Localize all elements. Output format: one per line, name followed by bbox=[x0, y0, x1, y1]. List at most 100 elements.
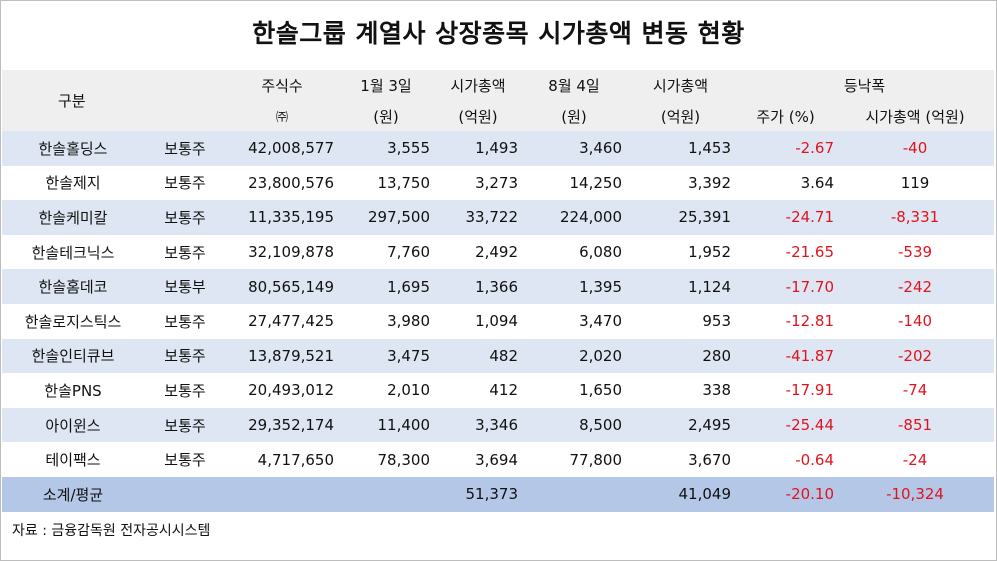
header-shares-unit: ㈜ bbox=[226, 101, 339, 131]
cell-cap-change: -74 bbox=[836, 373, 995, 408]
cell-jan3-cap: 1,493 bbox=[434, 131, 523, 166]
cell-jan3-cap: 1,094 bbox=[434, 303, 523, 339]
total-label: 소계/평균 bbox=[2, 476, 144, 512]
cell-jan3-price: 3,980 bbox=[338, 303, 435, 339]
header-jan3: 1월 3일 bbox=[338, 70, 435, 101]
cell-shares: 23,800,576 bbox=[226, 165, 339, 201]
cell-company: 아이윈스 bbox=[2, 407, 144, 443]
header-cap1-unit: (억원) bbox=[434, 101, 523, 131]
header-jan3-unit: (원) bbox=[338, 101, 435, 131]
cell-jan3-price: 297,500 bbox=[338, 200, 435, 235]
cell-aug4-price: 3,460 bbox=[522, 131, 627, 166]
table-row: 한솔제지 보통주 23,800,576 13,750 3,273 14,250 3,392 3… bbox=[2, 165, 995, 201]
header-change-cap: 시가총액 (억원) bbox=[836, 101, 995, 131]
cell-stock-type: 보통부 bbox=[144, 269, 227, 304]
cell-jan3-price: 1,695 bbox=[338, 269, 435, 304]
cell-company: 한솔케미칼 bbox=[2, 200, 144, 235]
header-aug4: 8월 4일 bbox=[522, 70, 627, 101]
table-row: 한솔홀딩스 보통주 42,008,577 3,555 1,493 3,460 1,453 -2… bbox=[2, 131, 995, 166]
cell-cap-change: -242 bbox=[836, 269, 995, 304]
cell-aug4-cap: 953 bbox=[626, 303, 736, 339]
cell-company: 한솔로지스틱스 bbox=[2, 303, 144, 339]
cell-company: 한솔인티큐브 bbox=[2, 338, 144, 374]
cell-stock-type: 보통주 bbox=[144, 165, 227, 201]
total-cap1: 51,373 bbox=[434, 476, 523, 512]
cell-jan3-cap: 482 bbox=[434, 338, 523, 374]
cell-cap-change: -40 bbox=[836, 131, 995, 166]
table-row: 한솔테크닉스 보통주 32,109,878 7,760 2,492 6,080 1,952-… bbox=[2, 234, 995, 270]
cell-jan3-price: 11,400 bbox=[338, 407, 435, 443]
cell-shares: 20,493,012 bbox=[226, 373, 339, 408]
cell-stock-type: 보통주 bbox=[144, 303, 227, 339]
cell-cap-change: 119 bbox=[836, 165, 995, 201]
cell-cap-change: -8,331 bbox=[836, 200, 995, 235]
total-cap2: 41,049 bbox=[626, 476, 736, 512]
cell-cap-change: -851 bbox=[836, 407, 995, 443]
cell-aug4-cap: 3,392 bbox=[626, 165, 736, 201]
cell-company: 한솔제지 bbox=[2, 165, 144, 201]
cell-price-change: -12.81 bbox=[735, 303, 837, 339]
cell-aug4-cap: 1,952 bbox=[626, 234, 736, 270]
cell-stock-type: 보통주 bbox=[144, 234, 227, 270]
table-body: 한솔홀딩스 보통주 42,008,577 3,555 1,493 3,460 1,453 -2… bbox=[2, 131, 995, 512]
cell-aug4-cap: 280 bbox=[626, 338, 736, 374]
cell-aug4-cap: 25,391 bbox=[626, 200, 736, 235]
market-cap-table: 구분 주식수 1월 3일 시가총액 8월 4일 시가총액 등낙폭 ㈜ (원) (… bbox=[2, 70, 995, 512]
cell-jan3-cap: 1,366 bbox=[434, 269, 523, 304]
header-change-price: 주가 (%) bbox=[735, 101, 837, 131]
cell-jan3-cap: 3,694 bbox=[434, 442, 523, 477]
cell-price-change: -41.87 bbox=[735, 338, 837, 374]
cell-shares: 13,879,521 bbox=[226, 338, 339, 374]
cell-jan3-price: 78,300 bbox=[338, 442, 435, 477]
cell-aug4-cap: 1,124 bbox=[626, 269, 736, 304]
source-note: 자료 : 금융감독원 전자공시시스템 bbox=[12, 523, 211, 539]
table-row: 한솔케미칼 보통주 11,335,195 297,500 33,722 224,000 25… bbox=[2, 200, 995, 235]
table-row: 아이윈스 보통주 29,352,174 11,400 3,346 8,500 2,495 -2… bbox=[2, 407, 995, 443]
cell-price-change: -17.91 bbox=[735, 373, 837, 408]
cell-jan3-cap: 33,722 bbox=[434, 200, 523, 235]
table-row: 한솔로지스틱스 보통주 27,477,425 3,980 1,094 3,470 953 -1… bbox=[2, 303, 995, 339]
cell-aug4-cap: 2,495 bbox=[626, 407, 736, 443]
cell-stock-type: 보통주 bbox=[144, 131, 227, 166]
cell-shares: 80,565,149 bbox=[226, 269, 339, 304]
cell-price-change: 3.64 bbox=[735, 165, 837, 201]
cell-price-change: -17.70 bbox=[735, 269, 837, 304]
cell-jan3-cap: 2,492 bbox=[434, 234, 523, 270]
cell-company: 한솔홀딩스 bbox=[2, 131, 144, 166]
cell-stock-type: 보통주 bbox=[144, 373, 227, 408]
cell-jan3-price: 3,475 bbox=[338, 338, 435, 374]
cell-aug4-cap: 3,670 bbox=[626, 442, 736, 477]
header-row-bottom: ㈜ (원) (억원) (원) (억원) 주가 (%) 시가총액 (억원) bbox=[2, 101, 995, 131]
cell-cap-change: -202 bbox=[836, 338, 995, 374]
cell-shares: 4,717,650 bbox=[226, 442, 339, 477]
cell-stock-type: 보통주 bbox=[144, 200, 227, 235]
table-row: 한솔PNS 보통주 20,493,012 2,010 412 1,650 338 -17.91… bbox=[2, 373, 995, 408]
page-title: 한솔그룹 계열사 상장종목 시가총액 변동 현황 bbox=[252, 19, 745, 48]
cell-cap-change: -140 bbox=[836, 303, 995, 339]
cell-aug4-price: 14,250 bbox=[522, 165, 627, 201]
cell-aug4-price: 77,800 bbox=[522, 442, 627, 477]
total-row: 소계/평균 51,373 41,049 -20.10 -10,324 bbox=[2, 476, 995, 512]
cell-cap-change: -24 bbox=[836, 442, 995, 477]
cell-jan3-cap: 3,273 bbox=[434, 165, 523, 201]
cell-aug4-cap: 1,453 bbox=[626, 131, 736, 166]
cell-shares: 42,008,577 bbox=[226, 131, 339, 166]
cell-stock-type: 보통주 bbox=[144, 407, 227, 443]
cell-aug4-price: 224,000 bbox=[522, 200, 627, 235]
header-cap1: 시가총액 bbox=[434, 70, 523, 101]
cell-stock-type: 보통주 bbox=[144, 338, 227, 374]
cell-jan3-price: 7,760 bbox=[338, 234, 435, 270]
header-cap2: 시가총액 bbox=[626, 70, 736, 101]
cell-price-change: -25.44 bbox=[735, 407, 837, 443]
cell-jan3-price: 3,555 bbox=[338, 131, 435, 166]
header-change: 등낙폭 bbox=[735, 70, 995, 101]
cell-stock-type: 보통주 bbox=[144, 442, 227, 477]
total-pct: -20.10 bbox=[735, 476, 837, 512]
cell-aug4-price: 6,080 bbox=[522, 234, 627, 270]
cell-jan3-price: 2,010 bbox=[338, 373, 435, 408]
cell-shares: 32,109,878 bbox=[226, 234, 339, 270]
cell-aug4-price: 8,500 bbox=[522, 407, 627, 443]
cell-company: 테이팩스 bbox=[2, 442, 144, 477]
table-row: 한솔인티큐브 보통주 13,879,521 3,475 482 2,020 280 -41.8… bbox=[2, 338, 995, 374]
cell-jan3-price: 13,750 bbox=[338, 165, 435, 201]
